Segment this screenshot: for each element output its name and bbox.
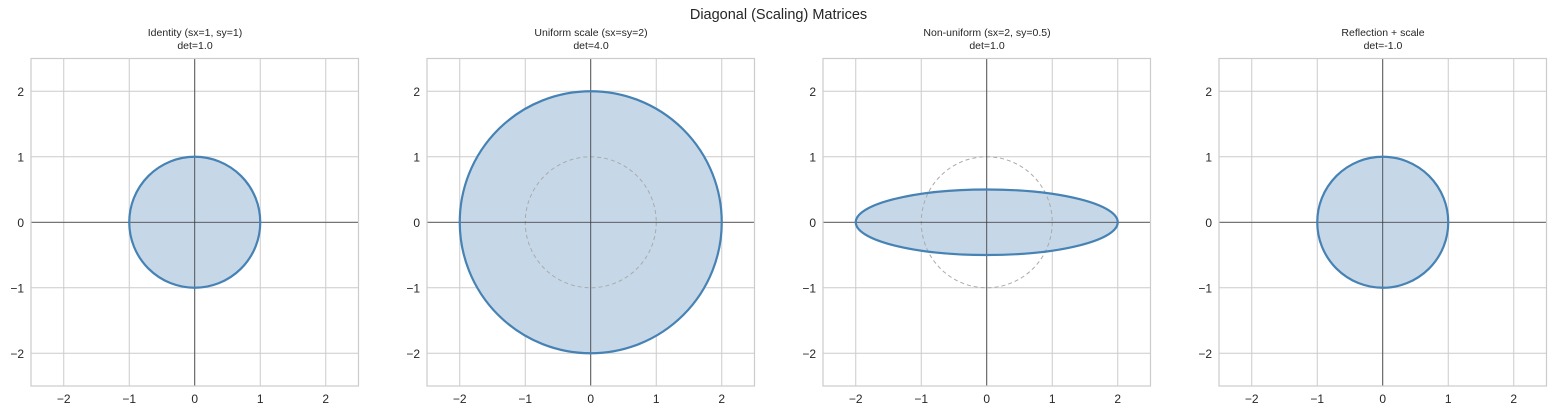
panel-title-text: Uniform scale (sx=sy=2) (534, 27, 648, 39)
y-tick-label: 1 (413, 150, 420, 164)
y-tick-label: −1 (1198, 281, 1212, 295)
x-tick-label: −1 (914, 392, 928, 406)
subplot-3: −2 −1 0 1 2 −2 −1 0 1 2 (1198, 57, 1548, 406)
x-tick-label: −2 (849, 392, 863, 406)
y-tick-label: 0 (1205, 216, 1212, 230)
x-tick-label: 2 (1114, 392, 1121, 406)
subplot-1: −2 −1 0 1 2 −2 −1 0 1 2 (406, 57, 756, 406)
y-tick-label: 1 (17, 150, 24, 164)
y-tick-label: −1 (406, 281, 420, 295)
panel-title-text: Reflection + scale (1341, 27, 1425, 39)
y-tick-label: 1 (809, 150, 816, 164)
panel-det-text: det=-1.0 (1363, 39, 1403, 52)
panel-title-nonuniform: Non-uniform (sx=2, sy=0.5) det=1.0 (823, 27, 1151, 52)
y-tick-label: 2 (17, 85, 24, 99)
y-tick-label: 0 (809, 216, 816, 230)
y-tick-label: −2 (406, 347, 420, 361)
axes-frame (822, 57, 1152, 387)
x-tick-label: 1 (1445, 392, 1452, 406)
panel-title-uniform: Uniform scale (sx=sy=2) det=4.0 (427, 27, 755, 52)
x-tick-label: 2 (718, 392, 725, 406)
x-tick-label: 1 (653, 392, 660, 406)
y-tick-label: −1 (10, 281, 24, 295)
x-tick-label: 0 (983, 392, 990, 406)
x-tick-label: −1 (518, 392, 532, 406)
x-tick-label: −1 (1310, 392, 1324, 406)
panel-det-text: det=1.0 (969, 39, 1005, 52)
x-tick-label: −2 (57, 392, 71, 406)
figure-title: Diagonal (Scaling) Matrices (689, 7, 868, 23)
transformed-shape-outline (128, 155, 262, 289)
y-tick-label: 2 (1205, 85, 1212, 99)
x-tick-label: −2 (1245, 392, 1259, 406)
transformed-shape-outline (458, 90, 723, 355)
y-tick-label: −1 (802, 281, 816, 295)
panel-title-reflection: Reflection + scale det=-1.0 (1219, 27, 1547, 52)
panel-title-identity: Identity (sx=1, sy=1) det=1.0 (31, 27, 359, 52)
subplot-0: −2 −1 0 1 2 −2 −1 0 1 2 (10, 57, 360, 406)
x-tick-label: 0 (191, 392, 198, 406)
panel-det-text: det=4.0 (573, 39, 609, 52)
axes-frame (426, 57, 756, 387)
x-tick-label: 2 (1510, 392, 1517, 406)
y-tick-label: −2 (1198, 347, 1212, 361)
y-tick-label: −2 (802, 347, 816, 361)
y-tick-label: −2 (10, 347, 24, 361)
y-tick-label: 2 (413, 85, 420, 99)
y-tick-label: 0 (413, 216, 420, 230)
x-tick-label: −1 (122, 392, 136, 406)
transformed-shape-outline (854, 188, 1119, 257)
x-tick-label: 2 (322, 392, 329, 406)
axes-frame (1218, 57, 1548, 387)
x-tick-label: −2 (453, 392, 467, 406)
panel-title-text: Identity (sx=1, sy=1) (147, 27, 243, 39)
y-tick-label: 1 (1205, 150, 1212, 164)
transformed-shape-outline (1316, 155, 1450, 289)
x-tick-label: 0 (587, 392, 594, 406)
panel-title-text: Non-uniform (sx=2, sy=0.5) (923, 27, 1051, 39)
x-tick-label: 1 (1049, 392, 1056, 406)
x-tick-label: 0 (1379, 392, 1386, 406)
x-tick-label: 1 (257, 392, 264, 406)
panel-det-text: det=1.0 (177, 39, 213, 52)
subplot-2: −2 −1 0 1 2 −2 −1 0 1 2 (802, 57, 1152, 406)
axes-frame (30, 57, 360, 387)
y-tick-label: 2 (809, 85, 816, 99)
y-tick-label: 0 (17, 216, 24, 230)
